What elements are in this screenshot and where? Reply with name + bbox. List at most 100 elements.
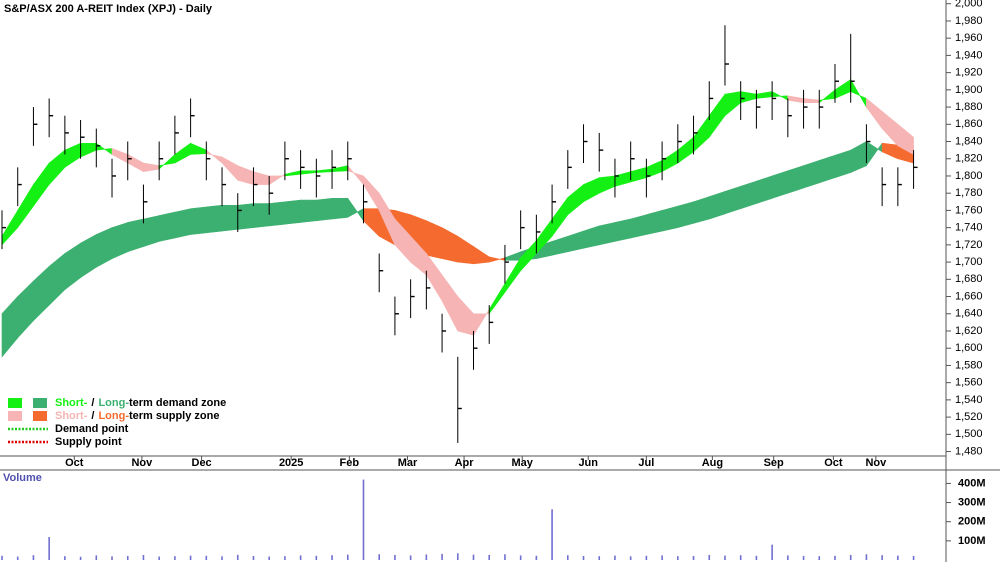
volume-bar <box>692 555 695 560</box>
x-tick-label: Feb <box>340 457 360 469</box>
y-tick-label: 1,680 <box>955 273 983 285</box>
long-term-zone <box>818 154 836 184</box>
y-tick-label: 1,880 <box>955 101 983 113</box>
y-tick-label: 1,800 <box>955 170 983 182</box>
volume-bar <box>865 554 868 560</box>
volume-bar <box>174 556 176 560</box>
x-tick-label: 2025 <box>279 457 303 469</box>
volume-bar <box>519 555 522 560</box>
volume-bar <box>472 554 475 560</box>
volume-bar <box>79 556 82 560</box>
long-term-zone <box>300 199 317 223</box>
y-tick-label: 1,660 <box>955 290 983 302</box>
long-term-zone <box>190 206 207 235</box>
volume-bar <box>881 555 883 560</box>
long-term-zone <box>316 198 333 222</box>
volume-bar <box>598 556 601 560</box>
volume-bar <box>504 554 506 560</box>
x-tick-label: Jul <box>638 457 654 469</box>
long-term-zone <box>221 204 239 232</box>
y-tick-label: 1,960 <box>955 32 983 44</box>
long-term-zone <box>708 191 726 220</box>
y-tick-label: 1,780 <box>955 187 983 199</box>
long-term-zone <box>614 218 631 242</box>
long-term-zone <box>253 203 270 228</box>
volume-bar <box>755 555 758 560</box>
x-tick-label: Aug <box>702 457 723 469</box>
volume-bar <box>48 537 50 560</box>
legend-label: Short- / Long-term demand zone <box>55 397 226 409</box>
volume-bar <box>787 555 789 560</box>
volume-bar <box>535 555 538 560</box>
volume-bar <box>771 544 773 560</box>
long-term-zone <box>426 220 443 260</box>
x-tick-label: Dec <box>192 457 212 469</box>
legend-long: Long- <box>98 410 129 422</box>
candles-layer <box>1 25 918 443</box>
x-tick-label: Oct <box>65 457 84 469</box>
y-tick-label: 1,640 <box>955 308 983 320</box>
long-term-zone <box>158 211 176 242</box>
volume-bar <box>299 555 302 560</box>
volume-bar <box>189 555 192 560</box>
volume-bar <box>126 555 129 560</box>
y-tick-label: 1,520 <box>955 411 983 423</box>
legend-short: Short- <box>55 397 88 409</box>
bands-layer <box>1 78 914 358</box>
volume-bar <box>629 556 632 560</box>
volume-bar <box>425 554 428 560</box>
long-term-zone <box>206 204 223 234</box>
volume-bar <box>346 554 349 560</box>
volume-bar <box>32 555 35 560</box>
y-tick-label: 1,820 <box>955 153 983 165</box>
x-tick-label: Apr <box>455 457 475 469</box>
volume-bar <box>1 555 3 560</box>
legend: Short- / Long-term demand zone Short- / Long-… <box>8 397 226 448</box>
legend-short: Short- <box>55 410 88 422</box>
legend-swatch <box>8 411 22 421</box>
volume-bar <box>661 555 663 560</box>
volume-bar <box>677 556 679 560</box>
legend-label: Short- / Long-term supply zone <box>55 410 219 422</box>
volume-bar <box>331 555 333 560</box>
y-tick-label: 1,540 <box>955 394 983 406</box>
volume-bar <box>95 555 98 560</box>
volume-bar <box>739 555 742 560</box>
y-tick-label: 1,920 <box>955 67 983 79</box>
long-term-zone <box>803 160 820 189</box>
legend-swatch <box>8 398 22 408</box>
volume-title: Volume <box>3 472 42 484</box>
volume-bar <box>394 555 396 560</box>
chart-title: S&P/ASX 200 A-REIT Index (XPJ) - Daily <box>4 3 213 15</box>
volume-tick-label: 200M <box>958 516 986 528</box>
long-term-zone <box>787 165 804 194</box>
y-tick-label: 1,600 <box>955 342 983 354</box>
x-tick-label: Nov <box>865 457 887 469</box>
volume-bar <box>409 555 412 560</box>
x-tick-label: May <box>512 457 534 469</box>
volume-bar <box>802 555 805 560</box>
volume-bar <box>236 554 239 560</box>
volume-bar <box>567 555 569 560</box>
legend-label: Supply point <box>55 436 122 448</box>
long-term-zone <box>284 199 301 225</box>
volume-bar <box>614 555 616 560</box>
volume-bar <box>724 555 726 560</box>
volume-bar <box>64 556 66 560</box>
long-term-zone <box>127 218 144 253</box>
volume-bar <box>284 556 286 560</box>
volume-bar <box>582 555 585 560</box>
volume-bar <box>818 556 821 560</box>
y-tick-label: 1,560 <box>955 377 983 389</box>
grid-layer <box>73 3 951 542</box>
volume-bar <box>456 553 459 560</box>
legend-text: term demand zone <box>129 397 226 409</box>
volume-bar <box>315 555 318 560</box>
long-term-zone <box>756 175 773 204</box>
long-term-zone <box>143 215 160 247</box>
y-tick-label: 1,500 <box>955 428 983 440</box>
volume-bar <box>849 555 852 560</box>
y-tick-label: 1,740 <box>955 222 983 234</box>
y-tick-label: 1,760 <box>955 204 983 216</box>
